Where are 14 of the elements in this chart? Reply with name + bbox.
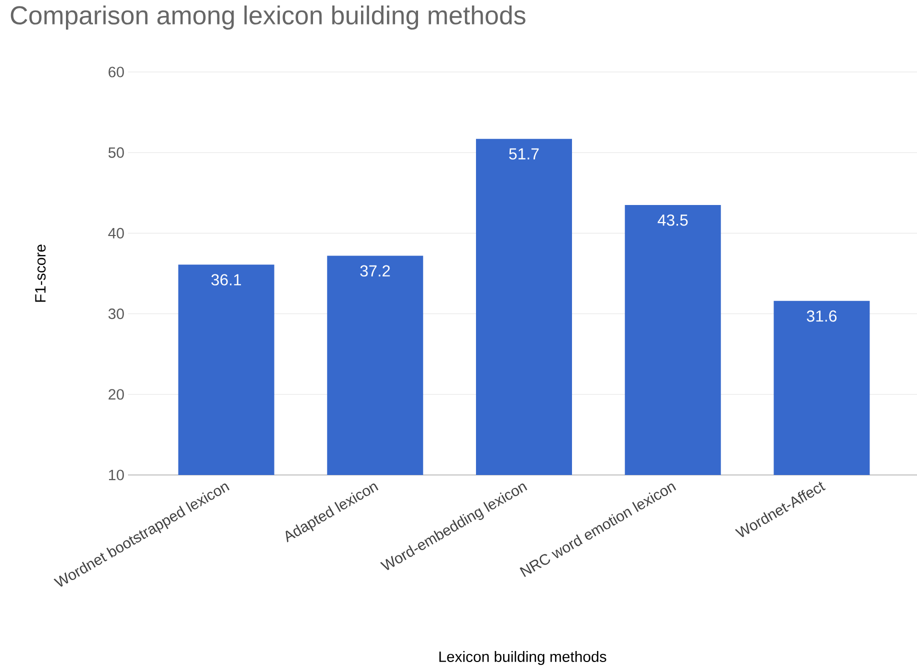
y-axis-title: F1-score [35,244,46,302]
y-tick-label: 50 [108,147,124,158]
data-label: 37.2 [360,265,390,277]
chart-title: Comparison among lexicon building methods [10,6,526,30]
data-label: 31.6 [806,310,837,322]
y-tick-label: 20 [108,389,124,400]
data-label: 43.5 [658,214,688,226]
y-tick-label: 30 [108,308,124,320]
data-label: 36.1 [211,274,241,286]
data-label: 51.7 [509,148,539,160]
y-tick-label: 40 [108,228,124,238]
y-tick-label: 60 [108,66,124,78]
x-axis-title: Lexicon building methods [439,651,606,665]
y-tick-label: 10 [109,470,124,480]
